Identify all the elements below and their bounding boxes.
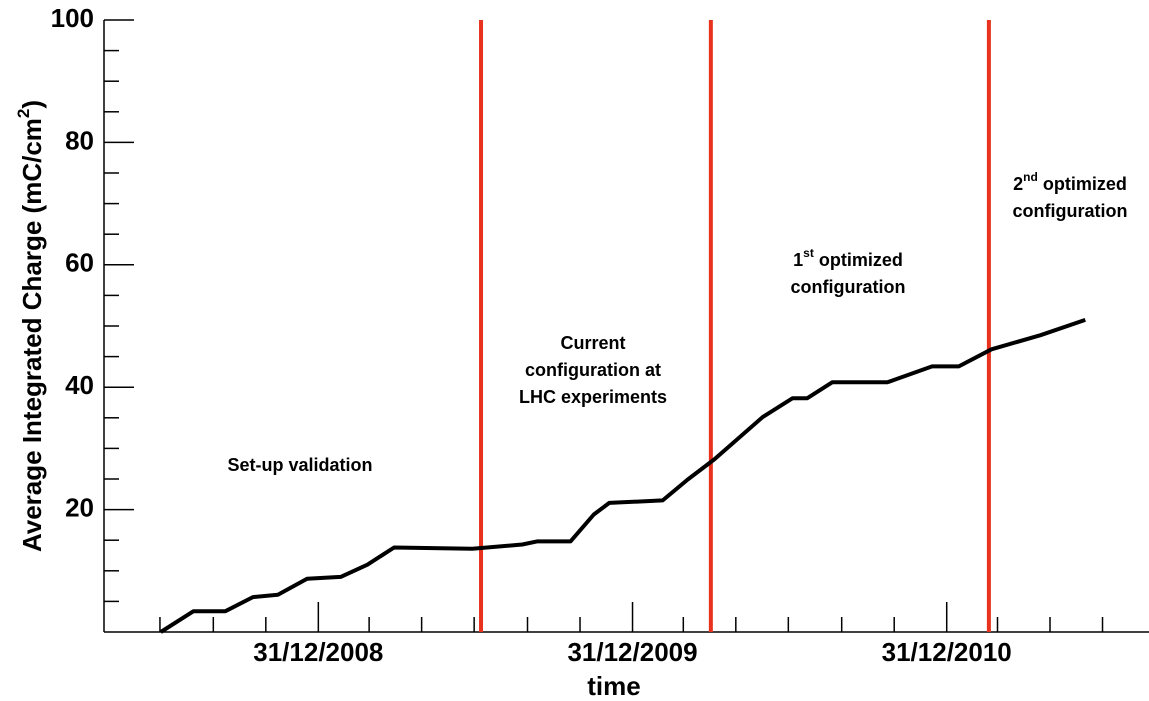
superscript: 2 bbox=[14, 109, 33, 118]
annotation: configuration at bbox=[525, 360, 661, 380]
y-tick-label: 80 bbox=[65, 125, 94, 155]
y-tick-label: 40 bbox=[65, 370, 94, 400]
annotation: configuration bbox=[1013, 201, 1128, 221]
annotation: Current bbox=[560, 333, 625, 353]
superscript: nd bbox=[1023, 170, 1038, 184]
text-part: ) bbox=[17, 100, 47, 109]
y-axis-title: Average Integrated Charge (mC/cm2) bbox=[14, 100, 47, 552]
annotation: 2nd optimized bbox=[1013, 170, 1127, 194]
y-tick-label: 20 bbox=[65, 492, 94, 522]
x-tick-label: 31/12/2010 bbox=[882, 637, 1012, 667]
text-part: 2 bbox=[1013, 174, 1023, 194]
x-tick-label: 31/12/2008 bbox=[253, 637, 383, 667]
annotation: 1st optimized bbox=[793, 246, 903, 270]
y-tick-label: 60 bbox=[65, 248, 94, 278]
x-tick-label: 31/12/2009 bbox=[567, 637, 697, 667]
text-part: 1 bbox=[793, 250, 803, 270]
text-part: configuration bbox=[791, 277, 906, 297]
data-line bbox=[159, 318, 1086, 634]
text-part: Average Integrated Charge (mC/cm bbox=[17, 118, 47, 552]
annotation: configuration bbox=[791, 277, 906, 297]
y-tick-label: 100 bbox=[51, 3, 94, 33]
text-part: optimized bbox=[814, 250, 903, 270]
text-part: Set-up validation bbox=[227, 455, 372, 475]
text-part: configuration bbox=[1013, 201, 1128, 221]
text-part: optimized bbox=[1038, 174, 1127, 194]
superscript: st bbox=[803, 246, 814, 260]
annotation: Set-up validation bbox=[227, 455, 372, 475]
text-part: LHC experiments bbox=[519, 387, 667, 407]
annotation: LHC experiments bbox=[519, 387, 667, 407]
x-axis-title: time bbox=[587, 671, 640, 701]
text-part: configuration at bbox=[525, 360, 661, 380]
text-part: Current bbox=[560, 333, 625, 353]
